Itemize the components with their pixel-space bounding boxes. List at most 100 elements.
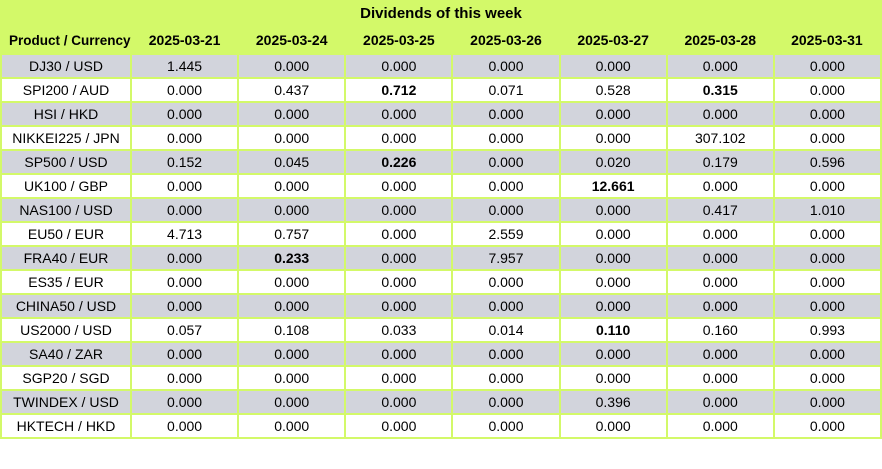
table-row: US2000 / USD 0.057 0.108 0.033 0.014 0.110 0.1… [0, 317, 882, 343]
product-cell: ES35 / EUR [0, 269, 132, 295]
dividend-value-cell: 0.179 [665, 149, 775, 175]
product-cell: HSI / HKD [0, 101, 132, 127]
dividend-value-cell: 0.993 [772, 317, 882, 343]
dividend-value-cell: 0.000 [237, 413, 347, 439]
dividend-value-cell: 0.000 [129, 173, 240, 199]
dividend-value-cell: 0.000 [129, 77, 240, 103]
dividend-value-cell: 0.000 [237, 125, 347, 151]
table-row: SGP20 / SGD 0.000 0.000 0.000 0.000 0.000 0.00… [0, 365, 882, 391]
dividend-value-cell: 0.226 [344, 149, 454, 175]
dividend-value-cell: 0.000 [558, 245, 668, 271]
dividend-value-cell: 0.000 [772, 173, 882, 199]
dividends-table: Dividends of this week Product / Currenc… [0, 0, 882, 439]
table-row: HKTECH / HKD 0.000 0.000 0.000 0.000 0.000 0.0… [0, 413, 882, 439]
table-row: UK100 / GBP 0.000 0.000 0.000 0.000 12.661 0.0… [0, 173, 882, 199]
product-cell: HKTECH / HKD [0, 413, 132, 439]
product-cell: NAS100 / USD [0, 197, 132, 223]
table-row: ES35 / EUR 0.000 0.000 0.000 0.000 0.000 0.000… [0, 269, 882, 295]
product-cell: TWINDEX / USD [0, 389, 132, 415]
dividend-value-cell: 0.000 [772, 53, 882, 79]
dividend-value-cell: 0.000 [558, 197, 668, 223]
dividend-value-cell: 0.000 [129, 269, 240, 295]
dividend-value-cell: 0.000 [772, 125, 882, 151]
dividend-value-cell: 0.000 [237, 389, 347, 415]
dividend-value-cell: 0.000 [665, 53, 775, 79]
dividend-value-cell: 0.000 [772, 221, 882, 247]
column-header-date: 2025-03-24 [238, 27, 346, 54]
dividend-value-cell: 0.000 [237, 365, 347, 391]
table-row: SPI200 / AUD 0.000 0.437 0.712 0.071 0.528 0.3… [0, 77, 882, 103]
dividend-value-cell: 0.000 [665, 389, 775, 415]
dividend-value-cell: 0.000 [558, 341, 668, 367]
dividend-value-cell: 0.000 [451, 365, 561, 391]
dividend-value-cell: 0.000 [237, 341, 347, 367]
column-header-date: 2025-03-26 [452, 27, 560, 54]
dividend-value-cell: 0.000 [665, 101, 775, 127]
dividend-value-cell: 4.713 [129, 221, 240, 247]
dividend-value-cell: 0.000 [772, 245, 882, 271]
title-row: Dividends of this week [1, 0, 881, 27]
dividend-value-cell: 0.000 [772, 389, 882, 415]
column-header-product: Product / Currency [1, 27, 131, 54]
dividend-value-cell: 0.000 [344, 125, 454, 151]
dividend-value-cell: 0.000 [237, 269, 347, 295]
dividend-value-cell: 0.000 [451, 269, 561, 295]
product-cell: SA40 / ZAR [0, 341, 132, 367]
table-row: EU50 / EUR 4.713 0.757 0.000 2.559 0.000 0.000… [0, 221, 882, 247]
dividend-value-cell: 0.000 [665, 365, 775, 391]
dividend-value-cell: 0.000 [237, 101, 347, 127]
column-header-date: 2025-03-27 [559, 27, 667, 54]
dividend-value-cell: 0.000 [237, 293, 347, 319]
dividend-value-cell: 0.000 [344, 53, 454, 79]
dividend-value-cell: 0.000 [451, 125, 561, 151]
product-cell: SP500 / USD [0, 149, 132, 175]
dividend-value-cell: 0.000 [129, 413, 240, 439]
dividend-value-cell: 0.596 [772, 149, 882, 175]
product-cell: NIKKEI225 / JPN [0, 125, 132, 151]
dividend-value-cell: 0.000 [344, 341, 454, 367]
dividend-value-cell: 0.315 [665, 77, 775, 103]
dividend-value-cell: 0.000 [772, 341, 882, 367]
dividend-value-cell: 0.000 [665, 413, 775, 439]
product-cell: SPI200 / AUD [0, 77, 132, 103]
dividend-value-cell: 0.000 [451, 389, 561, 415]
dividend-value-cell: 0.000 [451, 197, 561, 223]
dividend-value-cell: 0.396 [558, 389, 668, 415]
product-cell: EU50 / EUR [0, 221, 132, 247]
dividend-value-cell: 0.071 [451, 77, 561, 103]
dividend-value-cell: 0.160 [665, 317, 775, 343]
dividend-value-cell: 0.152 [129, 149, 240, 175]
dividend-value-cell: 0.110 [558, 317, 668, 343]
dividend-value-cell: 0.000 [129, 293, 240, 319]
dividend-value-cell: 0.000 [451, 149, 561, 175]
column-header-date: 2025-03-21 [131, 27, 239, 54]
dividend-value-cell: 12.661 [558, 173, 668, 199]
dividend-value-cell: 0.000 [772, 77, 882, 103]
dividend-value-cell: 0.000 [129, 389, 240, 415]
dividend-value-cell: 0.000 [344, 101, 454, 127]
dividend-value-cell: 2.559 [451, 221, 561, 247]
dividend-value-cell: 0.000 [129, 101, 240, 127]
dividend-value-cell: 0.000 [451, 341, 561, 367]
dividend-value-cell: 0.757 [237, 221, 347, 247]
dividend-value-cell: 0.000 [344, 245, 454, 271]
dividend-value-cell: 0.000 [344, 413, 454, 439]
dividend-value-cell: 0.000 [451, 293, 561, 319]
dividend-value-cell: 0.000 [665, 269, 775, 295]
product-cell: CHINA50 / USD [0, 293, 132, 319]
dividend-value-cell: 0.000 [344, 389, 454, 415]
dividend-value-cell: 0.528 [558, 77, 668, 103]
dividend-value-cell: 0.000 [558, 413, 668, 439]
column-header-row: Product / Currency 2025-03-21 2025-03-24 20… [1, 27, 881, 54]
dividend-value-cell: 0.000 [451, 413, 561, 439]
dividend-value-cell: 0.000 [344, 293, 454, 319]
dividend-value-cell: 0.000 [344, 269, 454, 295]
dividend-value-cell: 0.014 [451, 317, 561, 343]
dividend-value-cell: 0.000 [558, 101, 668, 127]
dividend-value-cell: 0.000 [129, 365, 240, 391]
dividend-value-cell: 0.000 [558, 365, 668, 391]
table-row: NIKKEI225 / JPN 0.000 0.000 0.000 0.000 0.000… [0, 125, 882, 151]
dividend-value-cell: 0.437 [237, 77, 347, 103]
dividend-value-cell: 0.000 [237, 173, 347, 199]
dividend-value-cell: 0.000 [772, 413, 882, 439]
